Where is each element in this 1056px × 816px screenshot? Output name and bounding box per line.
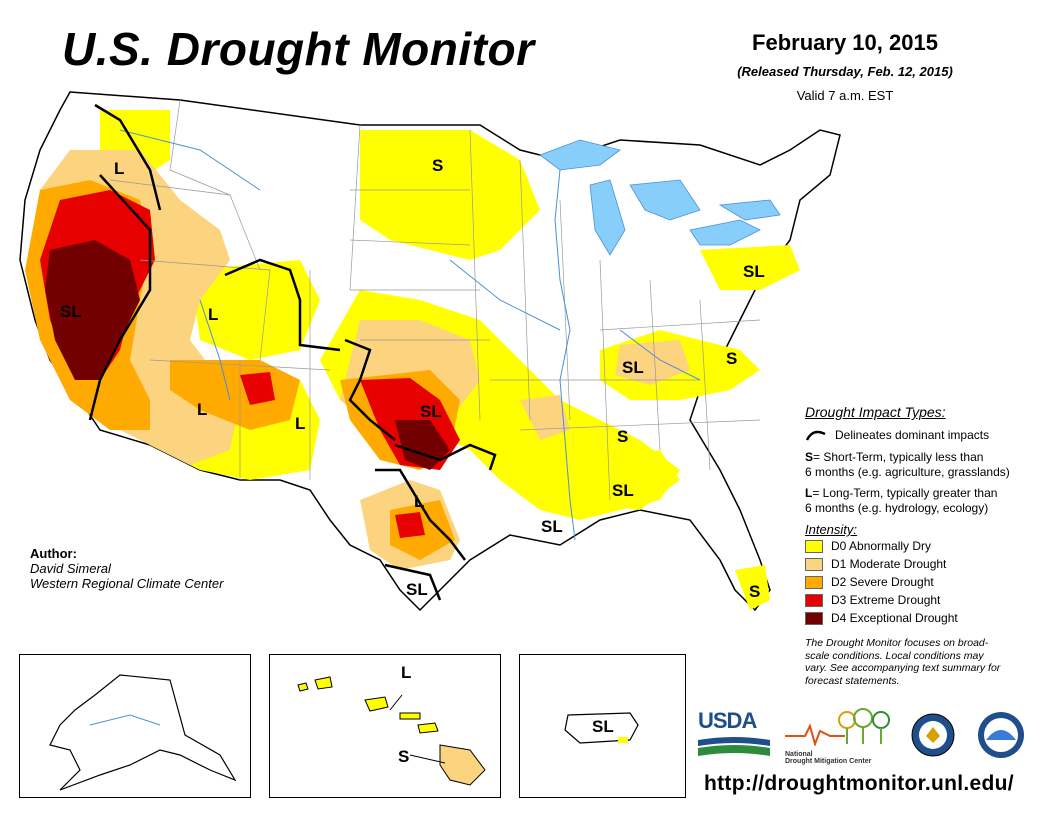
drought-monitor-url[interactable]: http://droughtmonitor.unl.edu/ (704, 772, 1014, 795)
map-date: February 10, 2015 (752, 30, 938, 55)
intensity-swatch (805, 557, 823, 571)
author-heading: Author: (30, 546, 77, 561)
valid-time: Valid 7 a.m. EST (796, 88, 894, 103)
impact-label-south-texas: SL (406, 580, 428, 599)
impact-boundaries (88, 103, 497, 601)
short-term-key: S (805, 450, 814, 464)
ndmc-logo: National Drought Mitigation Center (785, 706, 895, 765)
impact-label-hawaii-l: L (401, 663, 412, 682)
intensity-heading: Intensity: (805, 522, 858, 537)
impact-label-puerto-rico: SL (592, 717, 614, 736)
intensity-level-row: D4 Exceptional Drought (805, 609, 1045, 627)
release-date: (Released Thursday, Feb. 12, 2015) (737, 64, 953, 79)
intensity-swatch (805, 575, 823, 589)
impact-label-virginia-nc: S (726, 349, 738, 368)
alaska-inset (19, 654, 251, 798)
alaska-map (49, 674, 237, 791)
impact-label-oklahoma: SL (420, 402, 442, 421)
state-lines (109, 99, 761, 501)
ndmc-trees-icon (785, 708, 890, 748)
long-term-key: L (805, 486, 813, 500)
ndmc-name-1: National (785, 751, 813, 758)
intensity-swatch (805, 611, 823, 625)
intensity-level-row: D2 Severe Drought (805, 573, 1045, 591)
puerto-rico-inset: SL (519, 654, 686, 798)
hawaii-map (297, 676, 486, 786)
noaa-logo-icon (976, 710, 1026, 760)
intensity-level-row: D3 Extreme Drought (805, 591, 1045, 609)
impact-label-new-mexico: L (295, 414, 306, 433)
intensity-label: D3 Extreme Drought (831, 593, 941, 607)
commerce-seal-icon (910, 712, 956, 758)
intensity-label: D4 Exceptional Drought (831, 611, 958, 625)
legend-note: The Drought Monitor focuses on broad- sc… (805, 637, 1045, 687)
impact-label-louisiana: SL (541, 517, 563, 536)
impact-label-florida: S (749, 582, 761, 601)
note-line-1: The Drought Monitor focuses on broad- (805, 637, 989, 649)
note-line-3: vary. See accompanying text summary for (805, 662, 1001, 674)
impact-label-mid-atlantic: SL (743, 262, 765, 281)
impact-label-hawaii-s: S (398, 747, 410, 766)
great-lakes (539, 139, 781, 256)
impact-label-texas: L (414, 492, 425, 511)
legend-delineates-row: Delineates dominant impacts (805, 426, 1045, 444)
boundary-line-icon (805, 430, 826, 441)
long-term-text-2: 6 months (e.g. hydrology, ecology) (805, 501, 989, 515)
puerto-rico-map (564, 712, 639, 744)
usda-logo-text: USDA (698, 708, 757, 733)
impact-label-utah: L (208, 305, 219, 324)
ndmc-name-2: Drought Mitigation Center (785, 758, 872, 765)
intensity-swatch (805, 539, 823, 553)
legend-long-term: L= Long-Term, typically greater than 6 m… (805, 486, 1045, 516)
short-term-text-1: = Short-Term, typically less than (813, 450, 984, 464)
short-term-text-2: 6 months (e.g. agriculture, grasslands) (805, 465, 1010, 479)
author-org: Western Regional Climate Center (30, 576, 224, 591)
legend-short-term: S= Short-Term, typically less than 6 mon… (805, 450, 1045, 480)
impact-types-heading: Drought Impact Types: (805, 404, 946, 420)
intensity-label: D1 Moderate Drought (831, 557, 947, 571)
intensity-label: D2 Severe Drought (831, 575, 934, 589)
legend: Drought Impact Types: Delineates dominan… (805, 404, 1045, 687)
intensity-level-row: D1 Moderate Drought (805, 555, 1045, 573)
intensity-level-row: D0 Abnormally Dry (805, 537, 1045, 555)
intensity-levels: D0 Abnormally Dry D1 Moderate Drought D2 S… (805, 537, 1045, 627)
impact-label-nevada-california: SL (60, 302, 82, 321)
impact-label-pnw: L (114, 159, 125, 178)
impact-label-dakotas: S (432, 156, 444, 175)
impact-label-georgia: S (617, 427, 629, 446)
note-line-2: scale conditions. Local conditions may (805, 649, 984, 662)
usda-logo: USDA (698, 708, 772, 762)
author-block: Author: David Simeral Western Regional C… (30, 546, 223, 591)
usda-swoosh-icon (698, 737, 770, 756)
page-title: U.S. Drought Monitor (62, 23, 535, 75)
long-term-text-1: = Long-Term, typically greater than (812, 486, 998, 500)
rivers (119, 129, 701, 541)
intensity-label: D0 Abnormally Dry (831, 539, 932, 553)
legend-delineates-text: Delineates dominant impacts (835, 428, 990, 442)
author-name: David Simeral (30, 561, 111, 576)
hawaii-inset: L S (269, 654, 501, 798)
impact-label-tennessee: SL (622, 358, 644, 377)
intensity-swatch (805, 593, 823, 607)
note-line-4: forecast statements. (805, 674, 900, 687)
impact-label-gulf-coast: SL (612, 481, 634, 500)
impact-label-arizona: L (197, 400, 208, 419)
